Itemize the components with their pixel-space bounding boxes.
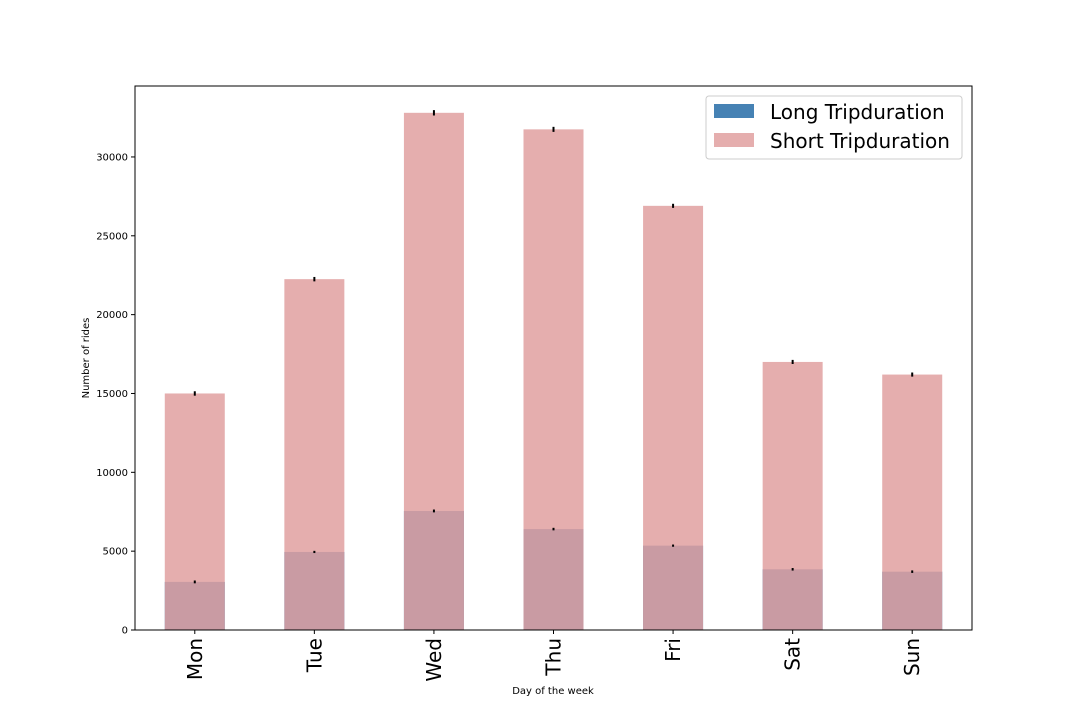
y-tick-label: 15000	[96, 389, 128, 400]
legend-label-short: Short Tripduration	[770, 129, 950, 153]
legend-swatch-long	[714, 104, 754, 118]
y-tick-label: 10000	[96, 468, 128, 479]
y-tick-label: 20000	[96, 310, 128, 321]
y-tick-label: 0	[122, 626, 128, 637]
bar-short-tue	[284, 279, 345, 630]
legend-label-long: Long Tripduration	[770, 100, 945, 124]
bar-short-mon	[164, 393, 225, 630]
bar-short-thu	[523, 129, 584, 631]
x-axis-label: Day of the week	[512, 686, 594, 697]
x-tick-label-fri: Fri	[661, 638, 685, 662]
bar-short-fri	[643, 205, 704, 630]
x-tick-label-mon: Mon	[183, 638, 207, 680]
x-tick-label-sat: Sat	[781, 638, 805, 671]
bar-short-sat	[762, 361, 823, 630]
y-axis: 0 5000 10000 15000 20000 25000 30000	[96, 152, 135, 637]
error-bar-layer	[193, 110, 914, 584]
x-tick-label-wed: Wed	[422, 638, 446, 682]
legend: Long Tripduration Short Tripduration	[705, 95, 963, 160]
y-tick-label: 5000	[103, 547, 128, 558]
x-tick-label-tue: Tue	[302, 638, 326, 673]
y-tick-label: 25000	[96, 231, 128, 242]
bar-layer	[164, 112, 943, 631]
x-axis: Mon Tue Wed Thu Fri Sat Sun	[183, 630, 924, 682]
legend-frame	[705, 95, 963, 160]
x-tick-label-sun: Sun	[900, 638, 924, 676]
bar-short-sun	[882, 374, 943, 630]
legend-swatch-short	[714, 133, 754, 147]
y-tick-label: 30000	[96, 152, 128, 163]
y-axis-label: Number of rides	[81, 318, 92, 399]
x-tick-label-thu: Thu	[542, 638, 566, 677]
bar-short-wed	[403, 112, 464, 631]
